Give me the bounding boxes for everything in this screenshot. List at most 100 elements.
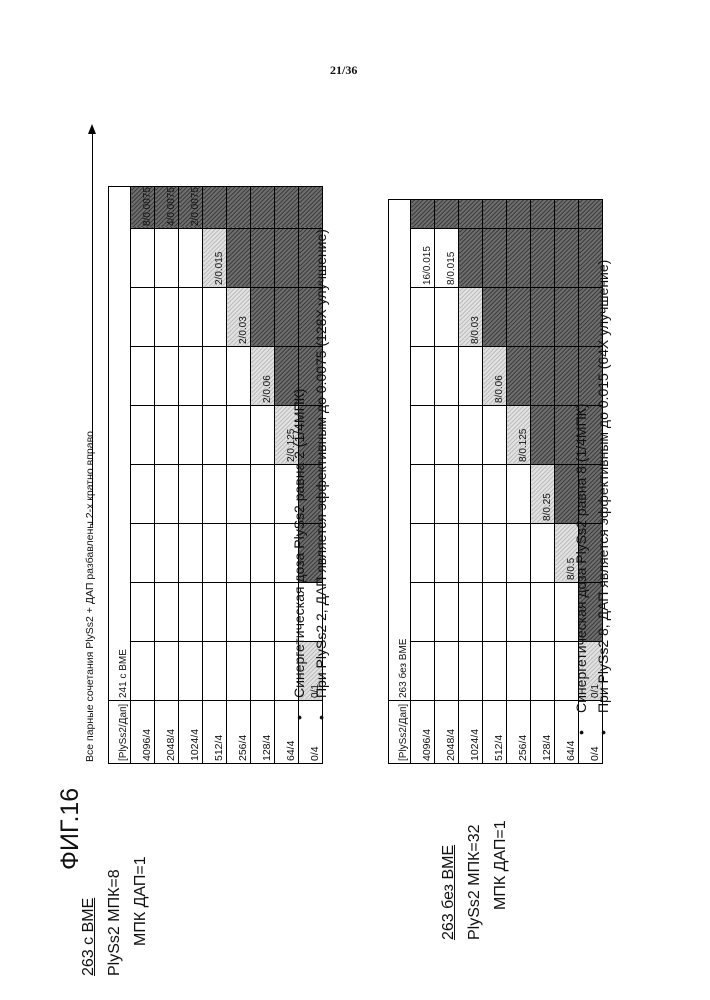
table-cell bbox=[507, 347, 531, 406]
table-cell: 2/0.06 bbox=[251, 347, 275, 406]
table-cell bbox=[251, 406, 275, 465]
table-cell bbox=[155, 642, 179, 701]
table-cell bbox=[299, 187, 323, 229]
top-bullet-2: •При PlySs2 2, ДАП является эффективным … bbox=[310, 229, 332, 720]
bottom-strain-label: 263 без ВМЕ bbox=[436, 820, 462, 940]
table-cell: 8/0.015 bbox=[435, 229, 459, 288]
table-row: 512/42/0.015 bbox=[203, 187, 227, 764]
top-plyss2-mic: PlySs2 МПК=8 bbox=[102, 856, 128, 976]
table-row: 4096/4 8/0.0075 bbox=[131, 187, 155, 764]
table-cell bbox=[131, 583, 155, 642]
table-cell: 2/0.015 bbox=[203, 229, 227, 288]
table-cell bbox=[507, 642, 531, 701]
table-cell bbox=[251, 187, 275, 229]
table-cell bbox=[155, 524, 179, 583]
table-cell bbox=[179, 288, 203, 347]
table-cell: 8/0.25 bbox=[531, 465, 555, 524]
table-cell bbox=[531, 406, 555, 465]
table-row: 2048/48/0.015 bbox=[435, 200, 459, 764]
row-label: 128/4 bbox=[531, 701, 555, 764]
header-corner-cell: [PlySs2/Дап] bbox=[389, 701, 411, 764]
table-cell bbox=[155, 347, 179, 406]
table-cell bbox=[155, 406, 179, 465]
table-row: 4096/416/0.015 bbox=[411, 200, 435, 764]
table-cell bbox=[507, 583, 531, 642]
table-cell bbox=[411, 524, 435, 583]
table-cell bbox=[131, 229, 155, 288]
table-cell bbox=[203, 583, 227, 642]
table-cell bbox=[411, 583, 435, 642]
table-cell bbox=[203, 524, 227, 583]
table-cell bbox=[435, 583, 459, 642]
table-cell bbox=[251, 229, 275, 288]
table-cell: 8/0.125 bbox=[507, 406, 531, 465]
table-row: 2048/44/0.0075 bbox=[155, 187, 179, 764]
table-cell bbox=[275, 187, 299, 229]
table-cell bbox=[483, 465, 507, 524]
row-label: 1024/4 bbox=[459, 701, 483, 764]
table-cell bbox=[179, 524, 203, 583]
top-section-label: 263 с ВМЕ PlySs2 МПК=8 МПК ДАП=1 bbox=[76, 856, 154, 976]
table-cell bbox=[531, 524, 555, 583]
table-cell: 8/0.03 bbox=[459, 288, 483, 347]
header-strain-cell: 263 без ВМЕ bbox=[389, 200, 411, 701]
table-cell bbox=[203, 347, 227, 406]
table-cell bbox=[203, 288, 227, 347]
table-cell bbox=[227, 642, 251, 701]
table-cell bbox=[179, 229, 203, 288]
table-cell bbox=[531, 200, 555, 229]
table-cell bbox=[459, 229, 483, 288]
table-cell bbox=[251, 288, 275, 347]
bottom-dap-mic: МПК ДАП=1 bbox=[488, 820, 514, 940]
table-cell bbox=[459, 642, 483, 701]
table-cell bbox=[435, 465, 459, 524]
direction-arrow-line bbox=[92, 130, 93, 525]
table-cell bbox=[531, 642, 555, 701]
table-cell bbox=[435, 288, 459, 347]
table-cell bbox=[483, 200, 507, 229]
table-cell bbox=[251, 524, 275, 583]
row-label: 256/4 bbox=[227, 701, 251, 764]
table-cell bbox=[459, 406, 483, 465]
bottom-plyss2-mic: PlySs2 МПК=32 bbox=[462, 820, 488, 940]
table-cell bbox=[435, 347, 459, 406]
table-cell: 8/0.0075 bbox=[131, 187, 155, 229]
row-label: 128/4 bbox=[251, 701, 275, 764]
table-cell bbox=[227, 347, 251, 406]
table-cell bbox=[483, 642, 507, 701]
table-cell bbox=[483, 229, 507, 288]
table-cell bbox=[507, 524, 531, 583]
arrow-right-icon bbox=[88, 124, 96, 134]
table-cell bbox=[507, 465, 531, 524]
table-cell bbox=[131, 642, 155, 701]
table-cell bbox=[227, 187, 251, 229]
table-cell bbox=[179, 347, 203, 406]
row-label: 2048/4 bbox=[155, 701, 179, 764]
table-cell bbox=[483, 406, 507, 465]
table-cell bbox=[531, 583, 555, 642]
table-cell bbox=[179, 642, 203, 701]
table-cell bbox=[507, 200, 531, 229]
table-cell: 2/0.03 bbox=[227, 288, 251, 347]
row-label: 1024/4 bbox=[179, 701, 203, 764]
table-row: 256/48/0.125 bbox=[507, 200, 531, 764]
table-cell bbox=[411, 288, 435, 347]
table-row: 512/48/0.06 bbox=[483, 200, 507, 764]
top-strain-label: 263 с ВМЕ bbox=[76, 856, 102, 976]
table-cell bbox=[459, 347, 483, 406]
table-row: 128/4 2/0.06 bbox=[251, 187, 275, 764]
table-cell bbox=[435, 524, 459, 583]
table-row: 128/4 8/0.25 bbox=[531, 200, 555, 764]
header-corner-cell: [PlySs2/Дап] bbox=[109, 701, 131, 764]
table-cell bbox=[251, 465, 275, 524]
table-cell bbox=[459, 583, 483, 642]
bottom-bullet-2: •При PlySs2 8, ДАП является эффективным … bbox=[592, 260, 614, 735]
table-cell bbox=[131, 347, 155, 406]
table-cell bbox=[179, 406, 203, 465]
table-cell bbox=[203, 406, 227, 465]
table-cell bbox=[179, 583, 203, 642]
table-cell bbox=[131, 524, 155, 583]
table-cell bbox=[483, 288, 507, 347]
row-label: 4096/4 bbox=[131, 701, 155, 764]
